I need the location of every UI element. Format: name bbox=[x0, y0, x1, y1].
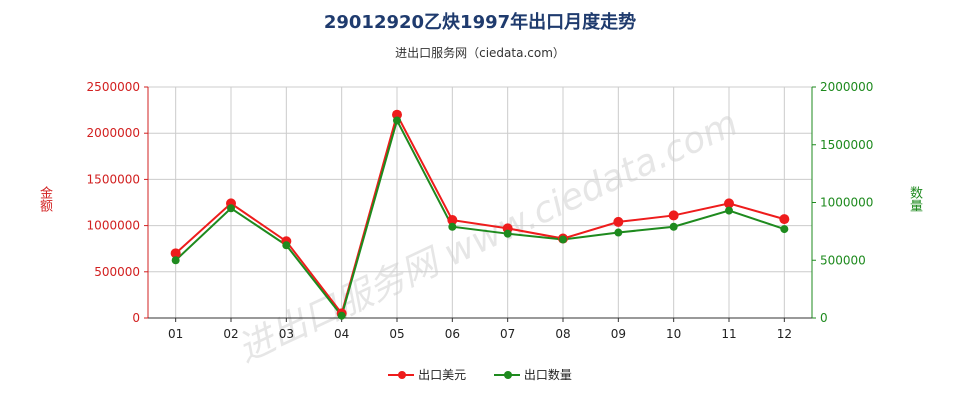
data-point-quantity bbox=[725, 206, 733, 215]
x-tick-label: 03 bbox=[279, 327, 294, 341]
data-point-value bbox=[392, 109, 402, 120]
data-point-quantity bbox=[614, 228, 623, 237]
data-point-quantity bbox=[669, 222, 678, 231]
data-point-value bbox=[724, 198, 734, 209]
data-point-value bbox=[170, 248, 181, 259]
chart-title: 29012920乙炔1997年出口月度走势 bbox=[323, 12, 637, 33]
x-tick-label: 01 bbox=[168, 327, 183, 341]
legend-label-quantity: 出口数量 bbox=[523, 368, 572, 382]
data-point-quantity bbox=[227, 204, 235, 213]
legend-swatch-quantity bbox=[493, 370, 520, 380]
x-tick-label: 05 bbox=[389, 327, 404, 341]
data-point-quantity bbox=[337, 311, 346, 320]
data-point-value bbox=[668, 210, 679, 221]
y-left-tick-label: 0 bbox=[132, 311, 140, 325]
chart-subtitle: 进出口服务网（ciedata.com） bbox=[395, 46, 565, 60]
x-tick-label: 08 bbox=[555, 327, 570, 341]
x-tick-label: 10 bbox=[666, 327, 681, 341]
data-point-quantity bbox=[171, 256, 180, 265]
data-point-value bbox=[447, 215, 458, 226]
legend-item-quantity[interactable]: 出口数量 bbox=[493, 366, 572, 383]
y-left-tick-label: 2500000 bbox=[87, 80, 140, 94]
x-tick-label: 06 bbox=[445, 327, 460, 341]
x-tick-label: 04 bbox=[334, 327, 349, 341]
y-left-tick-label: 500000 bbox=[94, 265, 140, 279]
legend-item-value[interactable]: 出口美元 bbox=[388, 366, 466, 383]
y-right-tick-label: 0 bbox=[820, 311, 828, 325]
x-tick-label: 11 bbox=[721, 327, 736, 341]
data-point-quantity bbox=[393, 116, 401, 125]
x-tick-label: 12 bbox=[777, 327, 792, 341]
x-tick-label: 07 bbox=[500, 327, 515, 341]
y-axis-right-label: 数量 bbox=[907, 186, 922, 212]
data-point-value bbox=[779, 214, 790, 225]
data-point-quantity bbox=[503, 229, 512, 238]
y-right-tick-label: 1000000 bbox=[820, 196, 873, 210]
y-axis-left-label: 金额 bbox=[37, 186, 52, 212]
x-tick-label: 02 bbox=[223, 327, 238, 341]
data-point-value bbox=[613, 216, 624, 227]
y-left-tick-label: 2000000 bbox=[87, 126, 140, 140]
legend: 出口美元 出口数量 bbox=[0, 366, 960, 383]
series-line-value bbox=[174, 112, 785, 316]
y-left-tick-label: 1500000 bbox=[87, 172, 140, 186]
series-line-quantity bbox=[174, 117, 785, 318]
data-point-quantity bbox=[282, 241, 291, 250]
y-right-tick-label: 1500000 bbox=[820, 138, 873, 152]
y-right-tick-label: 500000 bbox=[820, 253, 866, 267]
legend-swatch-value bbox=[388, 370, 415, 380]
data-point-quantity bbox=[780, 225, 789, 234]
data-point-quantity bbox=[448, 222, 457, 231]
legend-label-value: 出口美元 bbox=[418, 368, 467, 382]
y-left-tick-label: 1000000 bbox=[87, 219, 140, 233]
x-tick-label: 09 bbox=[611, 327, 626, 341]
y-right-tick-label: 2000000 bbox=[820, 80, 873, 94]
data-point-quantity bbox=[559, 235, 567, 244]
